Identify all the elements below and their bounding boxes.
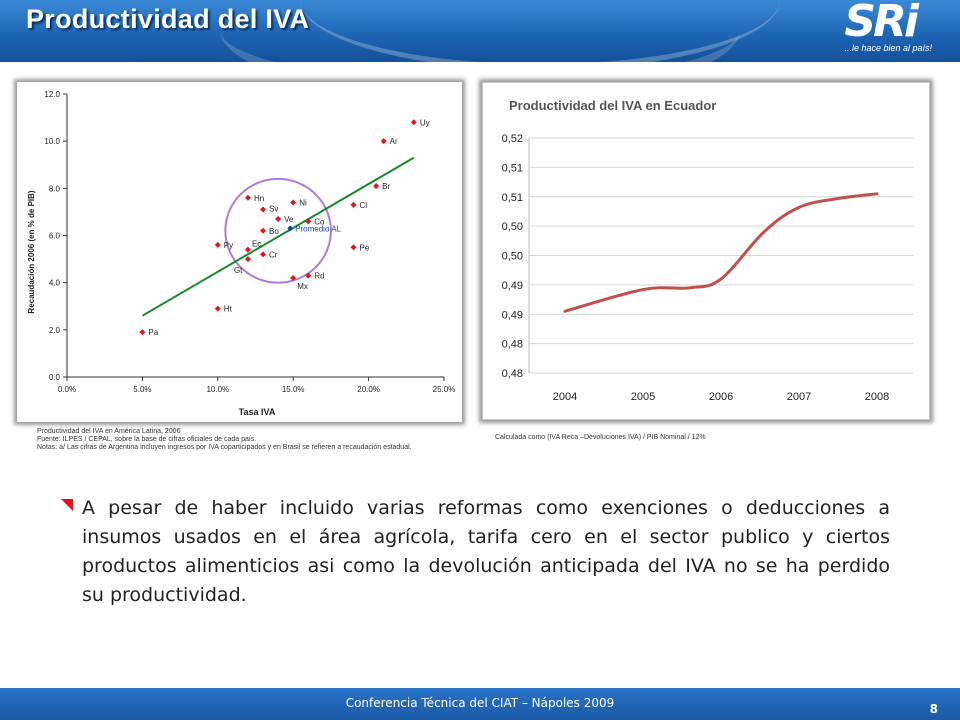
scatter-point-co	[305, 218, 312, 225]
scatter-point-label-sv: Sv	[269, 205, 278, 214]
highlight-circle	[224, 177, 332, 284]
scatter-y-tick-label: 4.0	[49, 279, 61, 288]
scatter-point-br	[373, 182, 380, 189]
scatter-chart: 0.0% 5.0% 10.0% 15.0% 20.0% 25.0% 0.0 2.0 4.0 6.…	[27, 90, 455, 417]
scatter-point-label-br: Br	[382, 182, 390, 191]
scatter-points: Uy Ar Br Cl Pe Hn Sv Ni Ve Co Bo Py Ec Cr Gt Mx Rd Ht Pa Pr…	[139, 118, 430, 337]
scatter-point-label-pe: Pe	[360, 243, 370, 252]
bullet-marker	[61, 499, 73, 511]
line-chart-y-ticks: 0,52 0,51 0,51 0,50 0,50 0,49 0,49 0,48 0,48	[502, 133, 523, 380]
line-chart-y-tick-label: 0,49	[502, 280, 523, 292]
line-chart: Productividad del IVA en Ecuador 0,520,5…	[502, 98, 913, 403]
trendline	[141, 156, 415, 317]
scatter-y-tick-label: 0.0	[49, 373, 61, 382]
series-line-productividad	[563, 192, 879, 313]
scatter-point-uy	[410, 119, 417, 126]
scatter-axes	[66, 94, 444, 378]
scatter-point-hn	[244, 194, 251, 201]
line-chart-gridlines	[528, 137, 913, 374]
scatter-point-pa	[139, 329, 146, 336]
slide-footer: Conferencia Técnica del CIAT – Nápoles 2…	[0, 688, 960, 720]
scatter-point-ec	[244, 246, 251, 253]
scatter-point-cl	[350, 201, 357, 208]
scatter-y-tick-label: 2.0	[49, 326, 61, 335]
body-paragraph: A pesar de haber incluido varias reforma…	[82, 497, 890, 606]
scatter-point-mx	[290, 274, 297, 281]
sri-logo: SRi ...le hace bien al país!	[836, 0, 946, 56]
scatter-x-tick-label: 10.0%	[206, 385, 229, 394]
line-chart-y-tick-label: 0,52	[502, 133, 523, 145]
line-chart-x-tick-label-2008: 2008	[865, 391, 889, 403]
line-chart-x-ticks: 2004 2005 2006 2007 2008	[553, 391, 889, 403]
scatter-point-ve	[275, 215, 282, 222]
line-chart-x-tick-label-2007: 2007	[787, 391, 811, 403]
scatter-x-ticks: 0.0% 5.0% 10.0% 15.0% 20.0% 25.0%	[58, 377, 455, 394]
scatter-average-label: Promedio AL	[295, 224, 341, 233]
sri-logo-tagline: ...le hace bien al país!	[844, 43, 932, 53]
scatter-average-point	[287, 225, 294, 232]
notes-line-remarks: Notas: a/ Las cifras de Argentina incluy…	[37, 444, 412, 451]
scatter-point-label-ar: Ar	[390, 137, 398, 146]
scatter-point-rd	[305, 272, 312, 279]
scatter-y-tick-label: 8.0	[49, 184, 61, 193]
scatter-point-sv	[260, 206, 267, 213]
line-chart-x-tick-label-2004: 2004	[553, 391, 577, 403]
scatter-point-label-ec: Ec	[252, 240, 261, 249]
scatter-point-label-ve: Ve	[284, 215, 294, 224]
slide-title: Productividad del IVA	[26, 4, 310, 34]
scatter-point-ni	[290, 199, 297, 206]
scatter-point-label-py: Py	[224, 241, 233, 250]
slide-header: Productividad del IVA SRi ...le hace bie…	[0, 0, 960, 62]
scatter-point-label-hn: Hn	[254, 194, 264, 203]
scatter-chart-frame: 0.0% 5.0% 10.0% 15.0% 20.0% 25.0% 0.0 2.0 4.0 6.…	[17, 82, 462, 422]
footer-text: Conferencia Técnica del CIAT – Nápoles 2…	[345, 696, 615, 710]
sri-logo-text: SRi	[844, 0, 919, 47]
scatter-x-tick-label: 5.0%	[133, 385, 151, 394]
scatter-point-bo	[260, 227, 267, 234]
notes-line-title: Productividad del IVA en América Latina,…	[37, 428, 181, 435]
line-chart-y-tick-label: 0,51	[502, 192, 523, 204]
scatter-point-label-co: Co	[314, 217, 325, 226]
scatter-point-label-uy: Uy	[420, 118, 430, 127]
scatter-source-notes: Productividad del IVA en América Latina,…	[37, 428, 447, 452]
scatter-point-gt	[244, 256, 251, 263]
line-chart-formula-note: Calculada como (IVA Reca –Devoluciones I…	[495, 434, 706, 441]
scatter-point-label-bo: Bo	[269, 227, 279, 236]
scatter-point-py	[214, 241, 221, 248]
scatter-x-tick-label: 0.0%	[58, 385, 76, 394]
scatter-point-label-cl: Cl	[360, 201, 368, 210]
scatter-y-tick-label: 12.0	[44, 90, 60, 99]
scatter-point-ar	[380, 138, 387, 145]
scatter-point-pe	[350, 244, 357, 251]
scatter-x-tick-label: 20.0%	[357, 385, 380, 394]
scatter-point-label-cr: Cr	[269, 250, 278, 259]
scatter-x-axis-label: Tasa IVA	[239, 407, 276, 417]
scatter-point-label-ni: Ni	[299, 198, 307, 207]
scatter-point-label-pa: Pa	[148, 328, 158, 337]
notes-line-source: Fuente: ILPES / CEPAL, sobre la base de …	[37, 436, 257, 443]
scatter-point-label-mx: Mx	[297, 282, 308, 291]
line-chart-y-tick-label: 0,49	[502, 309, 523, 321]
line-chart-x-tick-label-2006: 2006	[709, 391, 733, 403]
line-chart-y-tick-label: 0,50	[502, 221, 523, 233]
page-number: 8	[929, 702, 938, 716]
line-chart-frame: Productividad del IVA en Ecuador 0,52 0,5…	[482, 82, 930, 420]
line-chart-y-tick-label: 0,48	[502, 368, 523, 380]
line-chart-title: Productividad del IVA en Ecuador	[509, 98, 716, 113]
line-chart-y-tick-label: 0,50	[502, 251, 523, 263]
scatter-point-cr	[260, 251, 267, 258]
scatter-y-tick-label: 10.0	[44, 137, 60, 146]
line-chart-x-tick-label-2005: 2005	[631, 391, 655, 403]
scatter-x-tick-label: 15.0%	[282, 385, 305, 394]
scatter-point-label-rd: Rd	[314, 272, 324, 281]
scatter-point-label-gt: Gt	[234, 266, 243, 275]
scatter-x-tick-label: 25.0%	[433, 385, 456, 394]
line-chart-y-tick-label: 0,48	[502, 339, 523, 351]
line-chart-y-tick-label: 0,51	[502, 162, 523, 174]
scatter-y-tick-label: 6.0	[49, 232, 61, 241]
scatter-y-axis-label: Recaudación 2006 (en % de PIB)	[27, 190, 36, 313]
scatter-point-ht	[214, 305, 221, 312]
scatter-y-ticks: 0.0 2.0 4.0 6.0 8.0 10.0 12.0	[44, 90, 67, 382]
scatter-point-label-ht: Ht	[224, 305, 233, 314]
